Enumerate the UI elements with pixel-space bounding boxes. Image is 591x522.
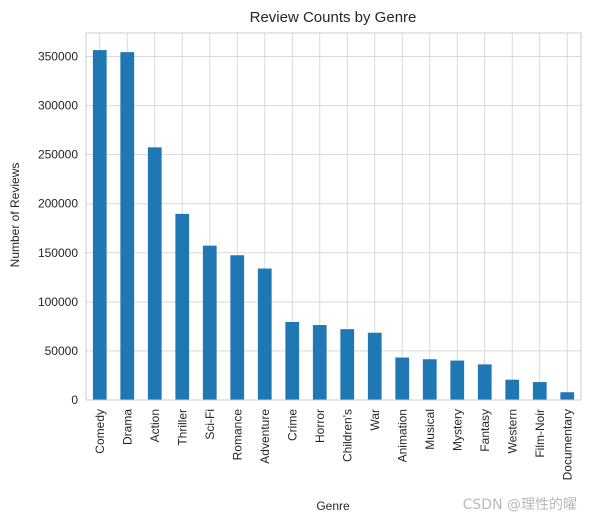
bar-romance <box>230 255 245 400</box>
x-tick-label: Musical <box>423 409 437 450</box>
bar-action <box>147 147 162 400</box>
x-tick-label: Action <box>148 409 162 442</box>
bar-thriller <box>175 213 190 400</box>
bar-sci-fi <box>202 245 217 400</box>
bar-animation <box>395 357 410 400</box>
y-axis-label: Number of Reviews <box>8 163 22 268</box>
bar-crime <box>285 321 300 400</box>
x-tick-label: War <box>368 409 382 431</box>
x-tick-label: Film-Noir <box>533 409 547 458</box>
y-tick-label: 150000 <box>38 246 78 260</box>
chart-title: Review Counts by Genre <box>250 9 417 26</box>
bar-adventure <box>257 268 272 400</box>
bar-musical <box>422 359 437 400</box>
bar-comedy <box>92 50 107 400</box>
x-tick-label: Sci-Fi <box>203 409 217 440</box>
x-tick-label: Thriller <box>175 409 189 446</box>
x-tick-label: Crime <box>285 409 299 441</box>
bar-film-noir <box>532 382 547 400</box>
tick-labels: 0 50000 100000 150000 200000 250000 300000 3500… <box>38 50 574 481</box>
y-tick-label: 0 <box>71 393 78 407</box>
y-tick-label: 100000 <box>38 295 78 309</box>
y-tick-label: 300000 <box>38 99 78 113</box>
bar-western <box>505 379 520 400</box>
x-tick-label: Mystery <box>450 409 464 451</box>
bar-mystery <box>450 360 465 400</box>
y-tick-label: 250000 <box>38 148 78 162</box>
bar-horror <box>312 325 327 400</box>
y-tick-label: 350000 <box>38 50 78 64</box>
x-axis-label: Genre <box>316 499 350 513</box>
y-tick-label: 50000 <box>45 344 79 358</box>
x-tick-label: Drama <box>120 409 134 445</box>
x-tick-label: Children's <box>340 409 354 462</box>
y-tick-label: 200000 <box>38 197 78 211</box>
x-tick-label: Animation <box>395 409 409 462</box>
x-tick-label: Fantasy <box>478 409 492 452</box>
x-tick-label: Horror <box>313 409 327 443</box>
bar-war <box>367 332 382 400</box>
x-tick-label: Comedy <box>93 409 107 454</box>
watermark: CSDN @理性的曜 <box>462 497 577 513</box>
bar-documentary <box>560 392 575 400</box>
bar-children-s <box>340 329 355 400</box>
x-tick-label: Documentary <box>560 409 574 480</box>
x-tick-label: Romance <box>230 409 244 461</box>
x-tick-label: Adventure <box>258 409 272 464</box>
bars <box>92 50 575 401</box>
bar-drama <box>120 52 135 401</box>
bar-fantasy <box>477 364 492 400</box>
x-tick-label: Western <box>505 409 519 453</box>
plot-frame <box>85 32 582 401</box>
